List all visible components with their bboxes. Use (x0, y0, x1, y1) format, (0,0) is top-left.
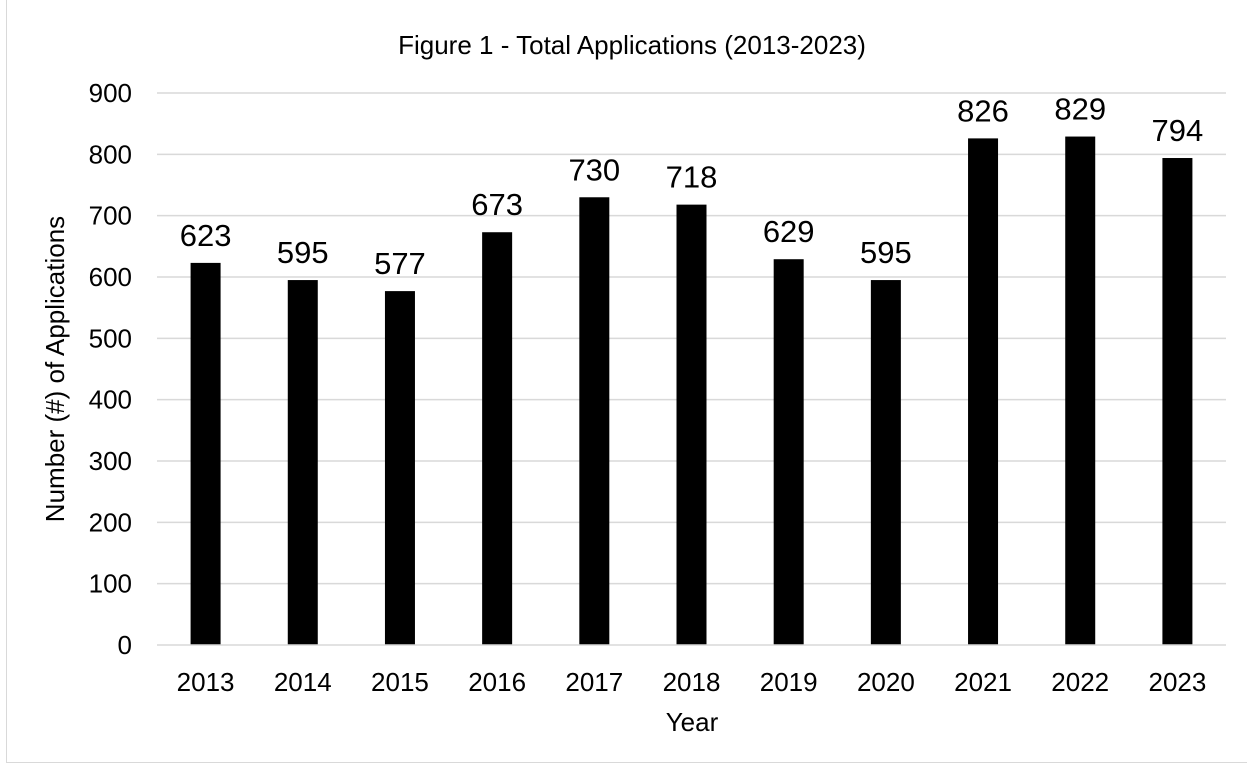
y-tick-label: 900 (89, 78, 132, 108)
chart-title: Figure 1 - Total Applications (2013-2023… (398, 30, 866, 60)
bar-value-label: 577 (374, 246, 426, 281)
y-tick-label: 400 (89, 385, 132, 415)
x-tick-label: 2014 (274, 667, 332, 697)
bar (676, 204, 707, 646)
bar-value-label: 629 (763, 214, 815, 249)
bar (384, 291, 415, 645)
x-tick-label: 2013 (177, 667, 235, 697)
y-tick-label: 300 (89, 446, 132, 476)
x-tick-label: 2016 (468, 667, 526, 697)
x-tick-label: 2022 (1051, 667, 1109, 697)
bar (1065, 136, 1096, 645)
bar (287, 280, 318, 645)
x-tick-label: 2020 (857, 667, 915, 697)
x-tick-label: 2017 (565, 667, 623, 697)
bar (870, 280, 901, 645)
bar (968, 138, 999, 646)
chart-frame (6, 0, 1247, 763)
bar (482, 232, 513, 645)
x-tick-label: 2018 (663, 667, 721, 697)
bar (190, 262, 221, 645)
bar (579, 197, 610, 645)
bar-value-label: 623 (180, 218, 232, 253)
x-tick-label: 2021 (954, 667, 1012, 697)
y-tick-label: 100 (89, 569, 132, 599)
bar-value-label: 730 (568, 152, 620, 187)
bar-value-label: 673 (471, 187, 523, 222)
x-axis-ticks: 2013 2014 2015 2016 2017 2018 2019 2020 2021 2022… (177, 667, 1207, 697)
y-tick-label: 700 (89, 201, 132, 231)
x-tick-label: 2019 (760, 667, 818, 697)
y-axis-title: Number (#) of Applications (40, 216, 70, 522)
bars (190, 136, 1193, 646)
bar (773, 259, 804, 645)
x-tick-label: 2015 (371, 667, 429, 697)
bar-value-label: 595 (860, 235, 912, 270)
y-tick-label: 600 (89, 262, 132, 292)
y-tick-label: 500 (89, 323, 132, 353)
bar-value-label: 718 (666, 160, 718, 195)
data-labels: 623 595 577 673 730 718 629 595 826 829 794 (180, 92, 1204, 282)
x-axis-title: Year (666, 707, 719, 737)
x-tick-label: 2023 (1148, 667, 1206, 697)
bar-value-label: 826 (957, 93, 1009, 128)
bar-value-label: 794 (1152, 113, 1204, 148)
bar-value-label: 829 (1054, 92, 1106, 127)
y-tick-label: 800 (89, 139, 132, 169)
bar (1162, 158, 1193, 645)
y-tick-label: 200 (89, 507, 132, 537)
y-tick-label: 0 (118, 630, 132, 660)
bar-value-label: 595 (277, 235, 329, 270)
y-axis-ticks: 0 100 200 300 400 500 600 700 800 900 (89, 78, 132, 660)
